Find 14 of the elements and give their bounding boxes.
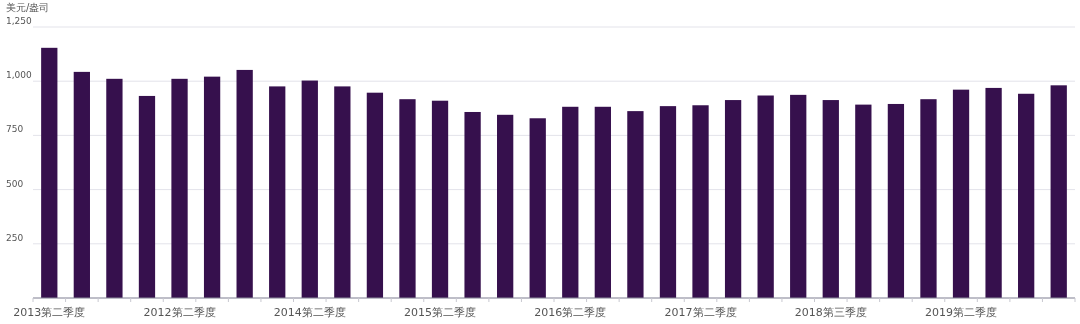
y-tick-label: 250 [6, 232, 24, 243]
y-tick-label: 1,250 [6, 16, 33, 26]
x-tick-label: 2014第二季度 [273, 306, 346, 319]
y-tick-label: 750 [6, 124, 24, 135]
y-tick-label: 500 [6, 178, 24, 189]
x-tick-label: 2012第二季度 [143, 306, 216, 319]
x-tick-label: 2019第二季度 [925, 306, 998, 319]
y-tick-label: 1,000 [6, 70, 33, 81]
x-tick-label: 2015第二季度 [404, 306, 477, 319]
x-tick-label: 2018第三季度 [794, 306, 867, 319]
y-axis-title: 美元/盎司 [6, 2, 50, 13]
x-tick-label: 2013第二季度 [13, 306, 86, 319]
x-tick-label: 2017第二季度 [664, 306, 737, 319]
x-tick-label: 2016第二季度 [534, 306, 607, 319]
